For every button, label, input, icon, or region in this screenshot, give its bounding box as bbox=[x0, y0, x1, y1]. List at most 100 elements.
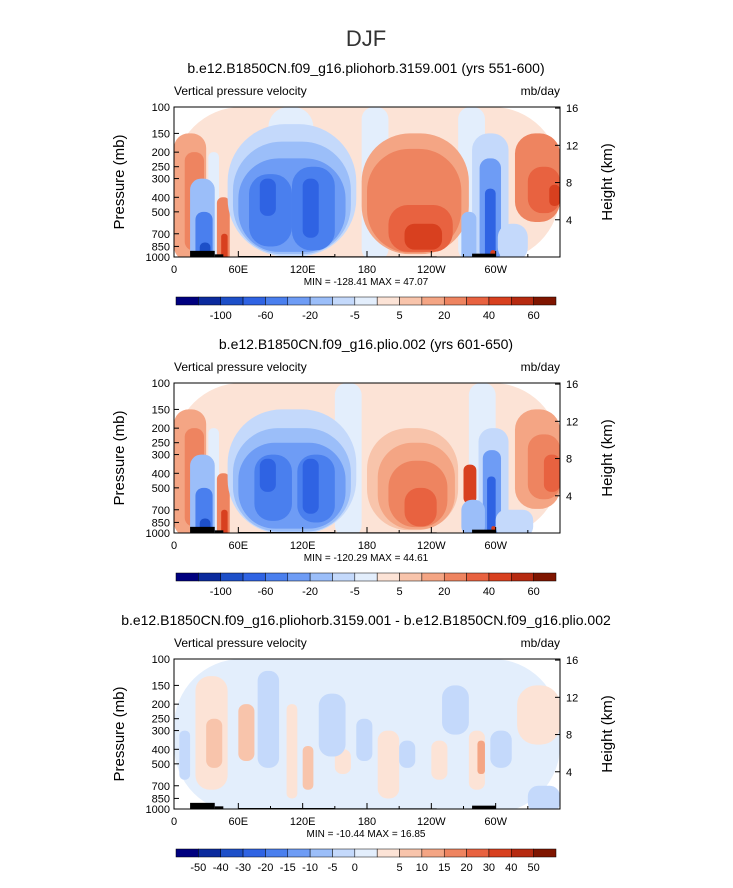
ytick-label: 400 bbox=[152, 192, 170, 204]
colorbar-swatch bbox=[265, 848, 289, 858]
panel-title: b.e12.B1850CN.f09_g16.pliohorb.3159.001 … bbox=[121, 612, 611, 628]
ytick-label: 200 bbox=[152, 699, 170, 711]
xtick-label: 60W bbox=[484, 816, 507, 828]
contour-region bbox=[495, 509, 534, 533]
colorbar-swatch bbox=[399, 848, 423, 858]
ytick-right-label: 8 bbox=[566, 178, 572, 190]
colorbar-label: 20 bbox=[460, 862, 472, 874]
contour-region bbox=[259, 458, 276, 492]
colorbar-label: -20 bbox=[302, 310, 318, 322]
xtick-label: 0 bbox=[171, 816, 177, 828]
colorbar-swatch bbox=[466, 296, 490, 306]
colorbar-swatch bbox=[175, 296, 199, 306]
contour-region bbox=[517, 685, 560, 745]
colorbar-swatch bbox=[354, 296, 378, 306]
chart-panel-2: b.e12.B1850CN.f09_g16.plio.002 (yrs 601-… bbox=[111, 336, 616, 598]
colorbar-swatch bbox=[421, 572, 445, 582]
contour-region bbox=[461, 211, 477, 257]
xtick-label: 180 bbox=[358, 816, 376, 828]
ytick-label: 250 bbox=[152, 714, 170, 726]
colorbar-swatch bbox=[488, 572, 512, 582]
colorbar-swatch bbox=[198, 572, 221, 582]
colorbar-label: 50 bbox=[528, 862, 540, 874]
colorbar-label: -50 bbox=[190, 862, 206, 874]
colorbar-swatch bbox=[332, 848, 356, 858]
contour-region bbox=[238, 704, 255, 761]
colorbar-label: -20 bbox=[257, 862, 273, 874]
ytick-right-label: 16 bbox=[566, 655, 578, 667]
ytick-label: 700 bbox=[152, 781, 170, 793]
colorbar-label: 5 bbox=[396, 862, 402, 874]
contour-region bbox=[543, 454, 560, 492]
minmax-stats: MIN = -128.41 MAX = 47.07 bbox=[304, 277, 429, 288]
xtick-label: 180 bbox=[358, 540, 376, 552]
chart-panel-1: b.e12.B1850CN.f09_g16.pliohorb.3159.001 … bbox=[111, 60, 616, 322]
ytick-right-label: 4 bbox=[566, 491, 572, 503]
contour-region bbox=[259, 178, 276, 216]
ylabel: Pressure (mb) bbox=[111, 410, 128, 505]
contour-region bbox=[286, 704, 298, 799]
ytick-label: 850 bbox=[152, 517, 170, 529]
colorbar-swatch bbox=[533, 296, 557, 306]
ytick-right-label: 12 bbox=[566, 140, 578, 152]
ytick-label: 500 bbox=[152, 483, 170, 495]
xtick-label: 120W bbox=[417, 540, 446, 552]
contour-region bbox=[302, 458, 319, 514]
colorbar-swatch bbox=[354, 848, 378, 858]
contour-region bbox=[302, 178, 319, 238]
colorbar-swatch bbox=[421, 848, 445, 858]
contour-region bbox=[356, 718, 373, 761]
contour-region bbox=[404, 223, 443, 250]
colorbar-label: -100 bbox=[210, 310, 232, 322]
contour-region bbox=[399, 740, 416, 768]
colorbar-label: 10 bbox=[416, 862, 428, 874]
colorbar-label: 5 bbox=[396, 586, 402, 598]
panel-right-label: mb/day bbox=[521, 360, 560, 374]
colorbar-swatch bbox=[511, 848, 534, 858]
contour-region bbox=[221, 509, 228, 533]
ytick-label: 500 bbox=[152, 207, 170, 219]
colorbar-swatch bbox=[533, 572, 557, 582]
panel-title: b.e12.B1850CN.f09_g16.plio.002 (yrs 601-… bbox=[219, 336, 513, 352]
ytick-right-label: 8 bbox=[566, 730, 572, 742]
ytick-label: 250 bbox=[152, 438, 170, 450]
colorbar-swatch bbox=[332, 296, 356, 306]
ytick-label: 200 bbox=[152, 147, 170, 159]
chart-panel-3: b.e12.B1850CN.f09_g16.pliohorb.3159.001 … bbox=[111, 612, 616, 874]
xtick-label: 60E bbox=[229, 816, 249, 828]
xtick-label: 0 bbox=[171, 264, 177, 276]
colorbar-swatch bbox=[220, 572, 244, 582]
topography bbox=[214, 806, 224, 809]
xtick-label: 120W bbox=[417, 816, 446, 828]
colorbar-swatch bbox=[399, 572, 423, 582]
ytick-label: 100 bbox=[152, 654, 170, 666]
colorbar-swatch bbox=[309, 572, 333, 582]
colorbar-swatch bbox=[287, 296, 311, 306]
topography bbox=[472, 805, 496, 809]
ytick-label: 400 bbox=[152, 468, 170, 480]
ytick-right-label: 4 bbox=[566, 767, 572, 779]
ytick-label: 850 bbox=[152, 793, 170, 805]
panel-right-label: mb/day bbox=[521, 636, 560, 650]
ytick-label: 1000 bbox=[146, 252, 170, 264]
colorbar-swatch bbox=[265, 572, 289, 582]
colorbar-label: -15 bbox=[280, 862, 296, 874]
topography bbox=[214, 254, 224, 257]
xtick-label: 120E bbox=[290, 264, 316, 276]
ytick-right-label: 12 bbox=[566, 416, 578, 428]
ylabel-right: Height (km) bbox=[599, 419, 616, 497]
topography bbox=[472, 253, 496, 257]
colorbar-label: -20 bbox=[302, 586, 318, 598]
ytick-label: 250 bbox=[152, 162, 170, 174]
colorbar-swatch bbox=[466, 572, 490, 582]
figure-title: DJF bbox=[346, 26, 386, 51]
colorbar-label: 5 bbox=[396, 310, 402, 322]
topography bbox=[190, 250, 215, 257]
xtick-label: 60W bbox=[484, 540, 507, 552]
colorbar-swatch bbox=[443, 848, 467, 858]
topography bbox=[214, 530, 224, 533]
colorbar-swatch bbox=[175, 848, 199, 858]
topography bbox=[190, 802, 215, 809]
xtick-label: 60W bbox=[484, 264, 507, 276]
ytick-label: 200 bbox=[152, 423, 170, 435]
